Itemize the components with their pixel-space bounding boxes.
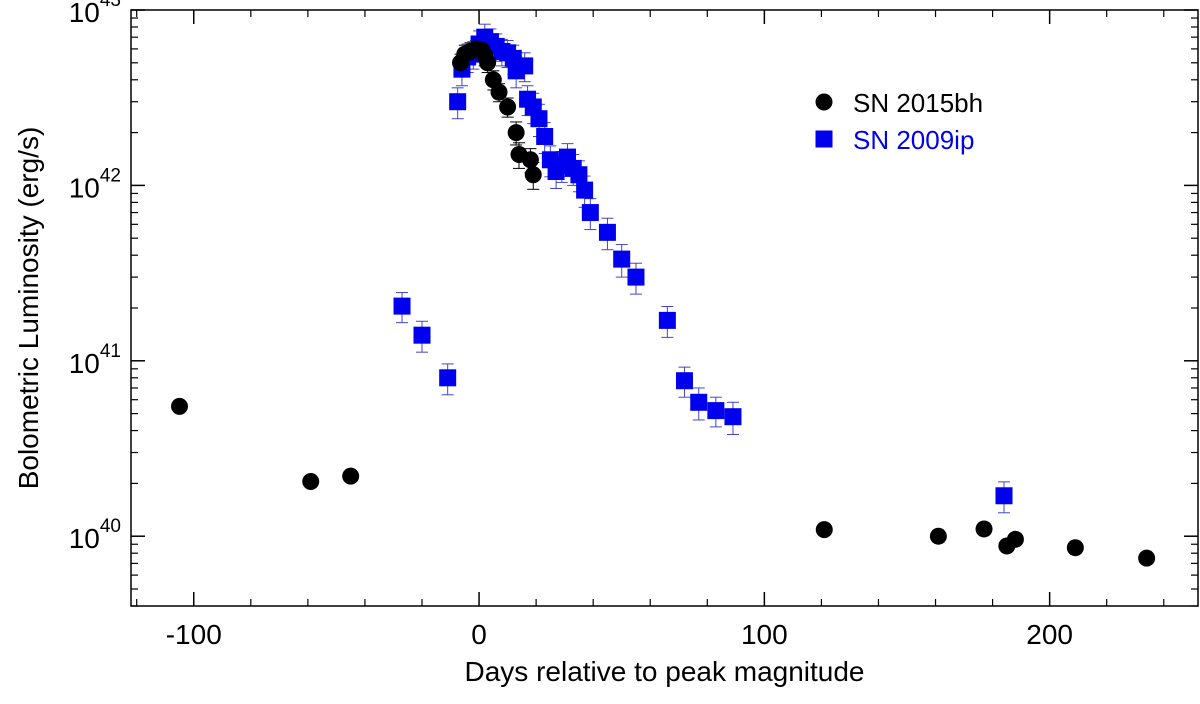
sn-2009ip-point bbox=[581, 204, 599, 222]
legend: SN 2015bh SN 2009ip bbox=[815, 88, 983, 155]
y-tick-label: 1043 bbox=[69, 0, 121, 28]
sn-2015bh-point bbox=[1066, 539, 1084, 557]
sn-2009ip-point bbox=[530, 110, 548, 128]
sn-2009ip-point bbox=[598, 223, 616, 241]
sn-2009ip-point bbox=[393, 297, 411, 315]
data-markers bbox=[171, 28, 1156, 567]
y-tick-label: 1042 bbox=[69, 165, 121, 203]
x-tick-label: 200 bbox=[1026, 619, 1073, 650]
sn-2009ip-point bbox=[516, 57, 534, 75]
sn-2015bh-point bbox=[507, 124, 525, 142]
sn-2015bh-point bbox=[975, 520, 993, 538]
sn-2015bh-point bbox=[479, 54, 497, 72]
legend-label-sn-2009ip: SN 2009ip bbox=[853, 125, 974, 155]
x-tick-label: -100 bbox=[166, 619, 222, 650]
sn-2009ip-point bbox=[413, 326, 431, 344]
legend-label-sn-2015bh: SN 2015bh bbox=[853, 88, 983, 118]
sn-2009ip-point bbox=[536, 128, 554, 146]
sn-2009ip-point bbox=[707, 402, 725, 420]
sn-2009ip-point bbox=[613, 250, 631, 268]
legend-marker-sn-2015bh bbox=[815, 93, 833, 111]
sn-2009ip-point bbox=[449, 93, 467, 111]
sn-2015bh-point bbox=[490, 83, 508, 101]
sn-2015bh-point bbox=[171, 397, 188, 415]
plot-frame bbox=[130, 9, 1199, 607]
sn-2009ip-point bbox=[690, 393, 708, 411]
y-tick-label: 1041 bbox=[69, 341, 121, 379]
sn-2015bh-point bbox=[521, 151, 539, 169]
sn-2015bh-point bbox=[1138, 549, 1156, 567]
x-axis-title: Days relative to peak magnitude bbox=[465, 656, 865, 687]
sn-2009ip-point bbox=[675, 372, 693, 390]
sn-2015bh-point bbox=[342, 467, 360, 485]
y-tick-label: 1040 bbox=[69, 516, 121, 554]
axis-ticks bbox=[131, 9, 1198, 607]
y-axis-title: Bolometric Luminosity (erg/s) bbox=[13, 127, 44, 490]
sn-2009ip-point bbox=[724, 408, 742, 426]
sn-2009ip-point bbox=[627, 268, 645, 286]
sn-2015bh-point bbox=[815, 521, 833, 539]
sn-2009ip-point bbox=[658, 311, 676, 329]
x-tick-label: 0 bbox=[471, 619, 487, 650]
sn-2015bh-point bbox=[1006, 530, 1024, 548]
sn-2015bh-point bbox=[499, 98, 517, 116]
tick-labels: -100 0 100 200 1040 1041 1042 1043 bbox=[69, 0, 1073, 650]
sn-2009ip-point bbox=[570, 166, 588, 184]
sn-2015bh-point bbox=[302, 473, 320, 491]
sn-2009ip-point bbox=[439, 369, 457, 387]
sn-2015bh-point bbox=[524, 166, 542, 184]
sn-2009ip-point bbox=[576, 181, 594, 199]
x-tick-label: 100 bbox=[741, 619, 788, 650]
legend-marker-sn-2009ip bbox=[815, 130, 833, 148]
sn-2009ip-point bbox=[995, 487, 1013, 505]
sn-2015bh-point bbox=[929, 527, 947, 545]
